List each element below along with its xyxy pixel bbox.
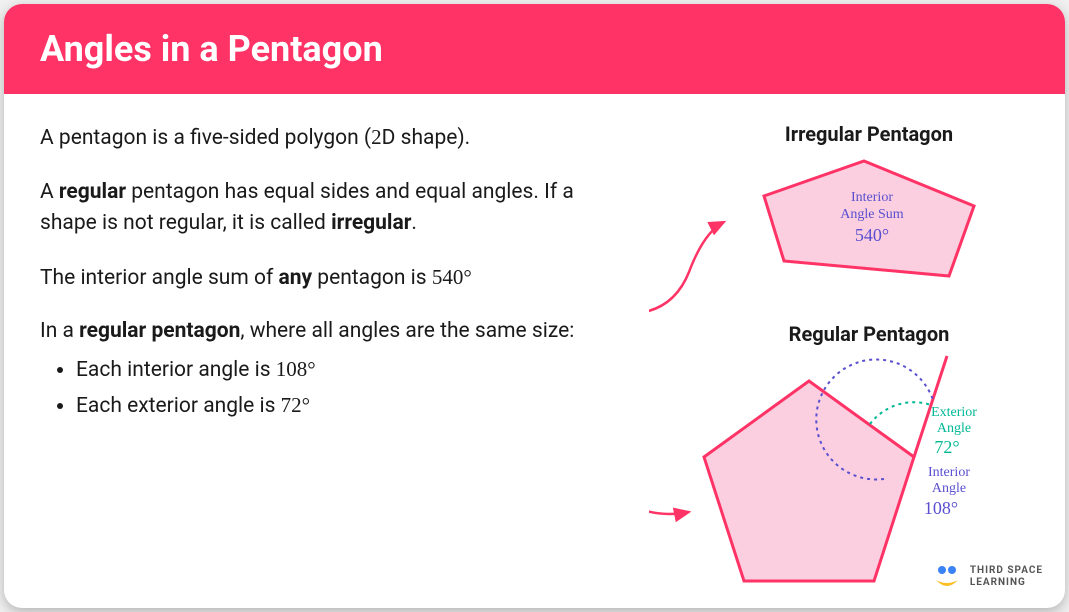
svg-text:108°: 108°	[924, 498, 958, 518]
logo-icon	[932, 564, 962, 590]
logo-text: THIRD SPACE LEARNING	[970, 565, 1043, 589]
card-content: A pentagon is a five-sided polygon (2D s…	[4, 94, 1065, 455]
regular-title: Regular Pentagon	[719, 322, 1019, 346]
svg-text:Angle: Angle	[932, 481, 966, 496]
svg-text:Exterior: Exterior	[931, 405, 977, 420]
paragraph-2: A regular pentagon has equal sides and e…	[40, 177, 629, 240]
svg-text:Interior: Interior	[928, 465, 970, 480]
paragraph-4: In a regular pentagon, where all angles …	[40, 316, 629, 348]
paragraph-3: The interior angle sum of any pentagon i…	[40, 262, 629, 295]
info-card: Angles in a Pentagon A pentagon is a fiv…	[4, 4, 1065, 608]
list-item: Each exterior angle is 72°	[76, 390, 629, 423]
exterior-arc	[870, 402, 931, 424]
irregular-pentagon-block: Irregular Pentagon Interior Angle Sum 54…	[719, 122, 1019, 296]
svg-text:72°: 72°	[934, 437, 959, 457]
svg-text:Angle Sum: Angle Sum	[840, 207, 904, 222]
regular-pentagon-shape	[704, 381, 914, 581]
text-column: A pentagon is a five-sided polygon (2D s…	[40, 122, 629, 427]
irregular-pentagon-svg: Interior Angle Sum 540°	[744, 146, 994, 296]
list-item: Each interior angle is 108°	[76, 354, 629, 387]
card-title: Angles in a Pentagon	[40, 28, 1029, 70]
paragraph-1: A pentagon is a five-sided polygon (2D s…	[40, 122, 629, 155]
svg-text:Interior: Interior	[851, 190, 893, 205]
bullet-list: Each interior angle is 108° Each exterio…	[76, 354, 629, 423]
svg-text:Angle: Angle	[937, 421, 971, 436]
figure-column: Irregular Pentagon Interior Angle Sum 54…	[649, 122, 1029, 427]
irregular-title: Irregular Pentagon	[719, 122, 1019, 146]
brand-logo: THIRD SPACE LEARNING	[932, 564, 1043, 590]
card-header: Angles in a Pentagon	[4, 4, 1065, 94]
svg-text:540°: 540°	[855, 225, 889, 245]
arrow-to-irregular	[649, 222, 724, 314]
